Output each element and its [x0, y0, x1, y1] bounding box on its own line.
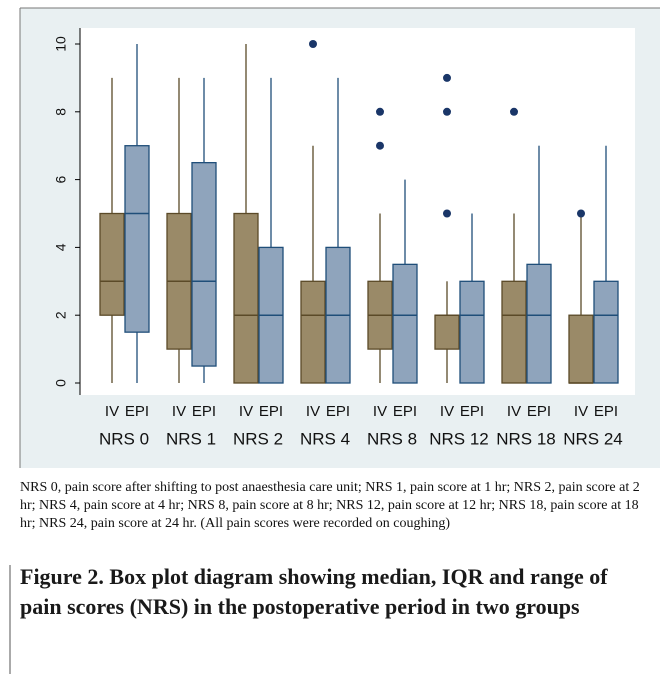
box	[392, 263, 418, 384]
box	[593, 280, 619, 384]
y-tick-label: 2	[53, 311, 69, 319]
series-label: EPI	[460, 403, 484, 420]
series-label: EPI	[326, 403, 350, 420]
group-label: NRS 1	[166, 429, 216, 448]
group-label: NRS 8	[367, 429, 417, 448]
group-label: NRS 4	[300, 429, 350, 448]
caption: NRS 0, pain score after shifting to post…	[20, 480, 640, 531]
group-label: NRS 2	[233, 429, 283, 448]
group-label: NRS 24	[563, 429, 623, 448]
series-label: IV	[105, 403, 119, 420]
y-tick-label: 8	[53, 108, 69, 116]
box	[99, 212, 125, 316]
outlier	[443, 107, 451, 116]
outlier	[443, 73, 451, 82]
group-label: NRS 0	[99, 429, 149, 448]
box	[501, 280, 527, 384]
box	[434, 314, 460, 350]
y-tick-label: 4	[53, 243, 69, 251]
series-label: IV	[373, 403, 387, 420]
outlier	[443, 209, 451, 218]
outlier	[309, 40, 317, 48]
outlier	[510, 107, 518, 116]
box	[526, 263, 552, 384]
outlier	[577, 209, 585, 218]
series-label: IV	[172, 403, 186, 420]
series-label: IV	[440, 403, 454, 420]
outlier	[376, 107, 384, 116]
group-label: NRS 12	[429, 429, 489, 448]
series-label: EPI	[259, 403, 283, 420]
box	[459, 280, 485, 384]
series-label: IV	[574, 403, 588, 420]
plot-area	[80, 28, 635, 395]
series-label: IV	[239, 403, 253, 420]
box	[233, 212, 259, 384]
outlier	[376, 141, 384, 150]
series-label: EPI	[527, 403, 551, 420]
box	[191, 161, 217, 367]
series-label: EPI	[192, 403, 216, 420]
series-label: EPI	[594, 403, 618, 420]
series-label: EPI	[393, 403, 417, 420]
series-label: EPI	[125, 403, 149, 420]
series-label: IV	[507, 403, 521, 420]
box	[568, 314, 594, 384]
y-tick-label: 0	[53, 379, 69, 387]
chart: 0 2 4 6 8 10 NRS 0 IV EPI NRS 1 IV EPI NRS 2 IV EPI NRS…	[19, 7, 660, 468]
box	[124, 145, 150, 333]
group-label: NRS 18	[496, 429, 556, 448]
box	[300, 280, 326, 384]
series-label: IV	[306, 403, 320, 420]
figure-title: Figure 2. Box plot diagram showing media…	[20, 564, 608, 619]
y-tick-label: 6	[53, 175, 69, 183]
y-tick-label: 10	[53, 36, 69, 52]
